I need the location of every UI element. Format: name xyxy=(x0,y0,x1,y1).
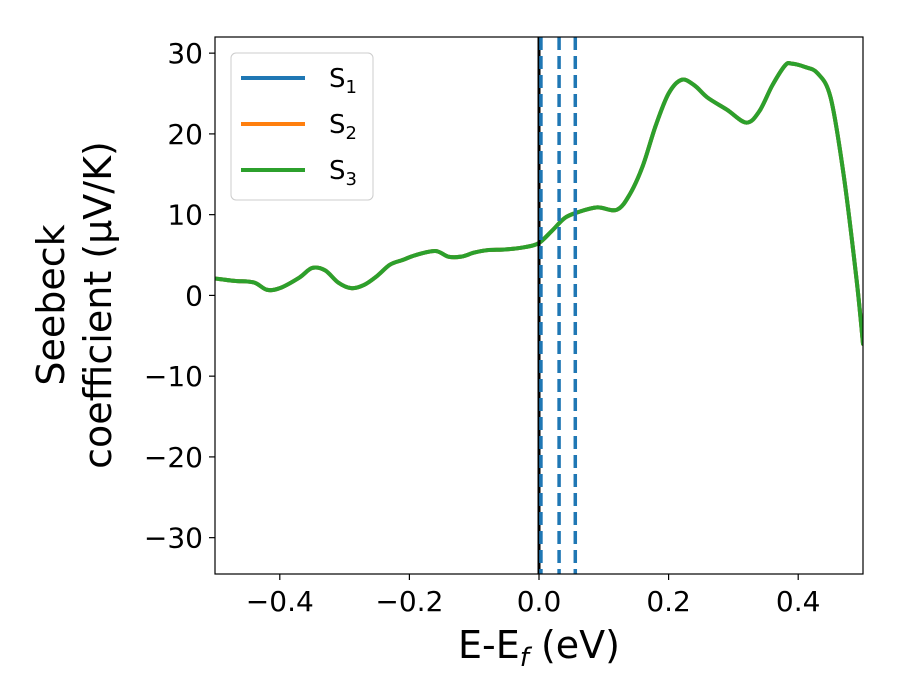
y-tick-label: −30 xyxy=(144,522,203,555)
y-axis: 30 20 10 0 −10 −20 −30 xyxy=(144,37,215,555)
y-tick-label: 10 xyxy=(167,199,203,232)
legend: S1 S2 S3 xyxy=(230,52,374,201)
x-tick-label: 0.4 xyxy=(776,585,821,618)
y-axis-label-line2: coefficient (μV/K) xyxy=(76,141,120,469)
legend-label-s2: S2 xyxy=(329,110,357,144)
legend-label-s1: S1 xyxy=(329,64,357,98)
x-tick-label: 0.2 xyxy=(646,585,691,618)
y-axis-label-line1: Seebeck xyxy=(29,224,73,385)
x-tick-label: 0.0 xyxy=(517,585,562,618)
series-line-s3 xyxy=(215,61,863,346)
x-tick-label: −0.2 xyxy=(375,585,443,618)
x-tick-label: −0.4 xyxy=(246,585,314,618)
x-axis: −0.4 −0.2 0.0 0.2 0.4 xyxy=(246,574,821,618)
plot-area xyxy=(215,37,863,574)
legend-box xyxy=(230,52,374,201)
y-tick-label: 30 xyxy=(167,37,203,70)
y-tick-label: 0 xyxy=(185,279,203,312)
y-tick-label: −20 xyxy=(144,441,203,474)
legend-label-s3: S3 xyxy=(329,156,357,190)
x-axis-label: E-Ef (eV) xyxy=(458,623,620,673)
y-tick-label: 20 xyxy=(167,118,203,151)
y-tick-label: −10 xyxy=(144,360,203,393)
